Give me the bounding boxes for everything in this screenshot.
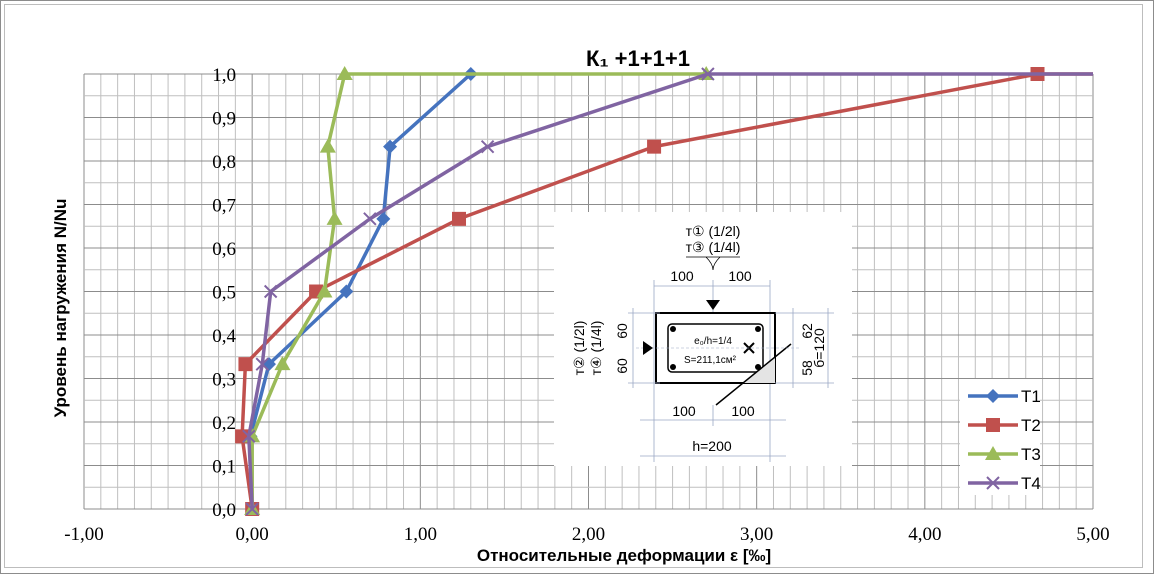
x-axis-title: Относительные деформации ε [‰] [477, 546, 771, 565]
data-point-t4 [701, 67, 715, 81]
y-axis-title: Уровень нагружения N/Nu [51, 199, 70, 418]
y-tick-label: 0,5 [212, 283, 236, 304]
rebar-tl [670, 326, 676, 332]
y-tick-label: 0,1 [212, 457, 236, 478]
legend-marker-t3 [985, 446, 1001, 460]
load-arrow-left [643, 341, 653, 355]
legend-marker-t2 [986, 418, 1000, 432]
x-tick-label: 5,00 [1076, 524, 1109, 545]
dim-left-top: 60 [614, 323, 630, 339]
y-tick-label: 0,8 [212, 152, 236, 173]
y-tick-label: 0,2 [212, 413, 236, 434]
callout-left-1: т② (1/2l) [571, 321, 587, 376]
dim-bottom-right: 100 [731, 403, 755, 419]
data-point-t4 [245, 502, 259, 516]
dim-right-top: 62 [799, 323, 815, 339]
dim-left-bottom: 60 [614, 358, 630, 374]
data-point-t1 [383, 139, 398, 154]
data-point-t3 [326, 210, 343, 225]
data-point-t2 [647, 139, 662, 154]
dim-bottom-left: 100 [672, 403, 696, 419]
data-point-t4 [255, 357, 269, 371]
series-t3 [244, 66, 715, 515]
legend-label-t4: T4 [1021, 474, 1041, 493]
callout-top-bracket [686, 256, 740, 271]
rebar-br [755, 364, 761, 370]
x-tick-label: -1,00 [64, 524, 104, 545]
legend-box [960, 379, 1040, 495]
chart-title: К₁ +1+1+1 [586, 46, 690, 71]
x-tick-label: 0,00 [236, 524, 269, 545]
callout-top-1: т① (1/2l) [686, 223, 741, 239]
area-label: S=211,1см² [684, 355, 737, 366]
dim-right-bottom: 58 [799, 360, 815, 376]
series-layer [235, 66, 1093, 516]
load-arrow-top [706, 300, 720, 310]
legend-label-t2: T2 [1021, 416, 1041, 435]
neutral-axis [715, 343, 792, 406]
y-tick-label: 0,0 [212, 500, 236, 521]
y-axis-tick-labels: 0,0 0,1 0,2 0,3 0,4 0,5 0,6 0,7 0,8 0,9 1,0 [212, 65, 236, 521]
data-point-t1 [339, 284, 354, 299]
x-axis-tick-labels: -1,00 0,00 1,00 2,00 3,00 4,00 5,00 [64, 524, 1109, 545]
data-point-t4 [363, 212, 377, 226]
series-line-t2 [240, 72, 1093, 510]
rebar-tr [755, 326, 761, 332]
data-point-t4 [263, 284, 278, 299]
dim-width: h=200 [692, 438, 732, 454]
legend-label-t1: T1 [1021, 387, 1041, 406]
y-tick-label: 1,0 [212, 65, 236, 86]
data-point-t3 [336, 66, 353, 80]
diagram-background [554, 212, 852, 466]
data-point-t3 [316, 283, 333, 298]
section-diagram: т① (1/2l) т③ (1/4l) 100 100 e₀/h=1/4 S=2… [554, 212, 852, 466]
legend-marker-t4 [986, 476, 1000, 490]
rebar-bl [670, 364, 676, 370]
dim-top-right: 100 [728, 268, 752, 284]
legend-marker-t1 [986, 389, 1000, 403]
legend: T1 T2 T3 T4 [960, 379, 1041, 495]
data-point-t1 [376, 211, 391, 226]
legend-label-t3: T3 [1021, 445, 1041, 464]
grid [83, 73, 1094, 510]
series-line-t4 [247, 72, 1093, 510]
x-tick-label: 1,00 [404, 524, 437, 545]
data-point-t2 [238, 357, 253, 372]
ratio-label: e₀/h=1/4 [694, 336, 732, 347]
data-point-t4 [480, 139, 495, 154]
x-tick-label: 2,00 [572, 524, 605, 545]
y-tick-label: 0,9 [212, 109, 236, 130]
y-tick-label: 0,6 [212, 239, 236, 260]
chart-frame-inner [4, 4, 1143, 568]
callout-left-2: т④ (1/4l) [588, 321, 604, 376]
y-tick-label: 0,7 [212, 196, 236, 217]
data-point-t3 [274, 356, 291, 371]
y-tick-label: 0,4 [212, 326, 236, 347]
data-point-t2 [452, 211, 467, 226]
x-tick-label: 3,00 [740, 524, 773, 545]
data-point-t4 [242, 429, 256, 444]
data-point-t3 [319, 138, 336, 153]
dim-top-left: 100 [670, 268, 694, 284]
callout-top-2: т③ (1/4l) [686, 239, 741, 255]
y-tick-label: 0,3 [212, 370, 236, 391]
series-t4 [242, 67, 1093, 516]
dim-height: б=120 [811, 328, 827, 368]
series-line-t3 [250, 72, 707, 509]
x-tick-label: 4,00 [908, 524, 941, 545]
